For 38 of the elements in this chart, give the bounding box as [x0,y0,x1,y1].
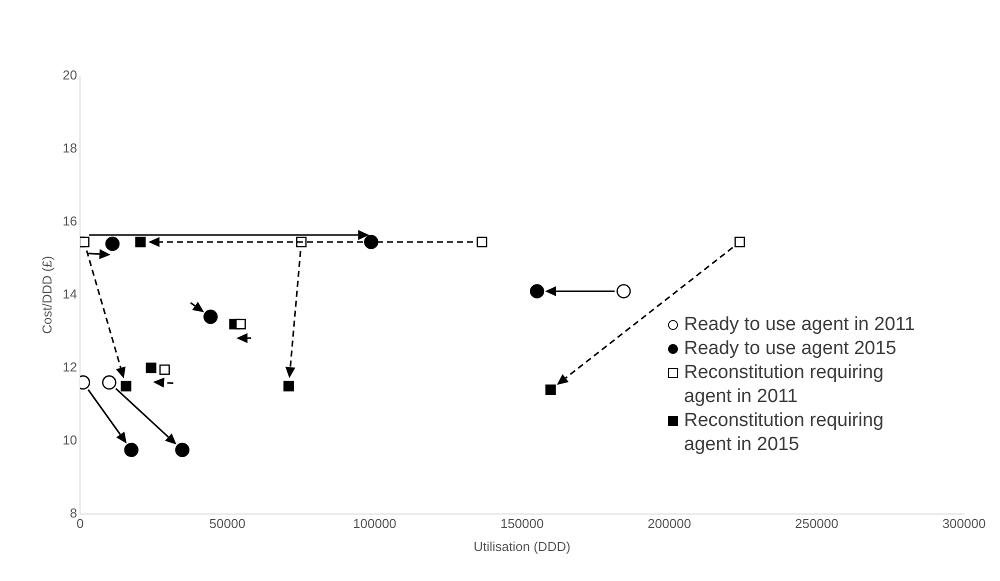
point [203,310,218,324]
point [146,362,156,374]
point [283,380,294,392]
x-tick-label: 250000 [794,516,838,532]
point [476,236,488,248]
point [124,442,138,458]
x-tick-label: 0 [76,516,84,532]
point [80,236,90,248]
point [545,384,556,396]
point [102,375,116,390]
legend-label: Reconstitution requiring agent in 2011 [684,361,885,409]
x-tick-label: 200000 [648,516,692,532]
legend-label: Ready to use agent in 2011 [684,313,915,337]
y-tick-label: 8 [70,505,78,520]
y-axis-title: Cost/DDD (£) [39,256,54,334]
point [120,380,132,392]
y-tick-label: 12 [62,359,78,374]
x-tick-label: 100000 [353,516,396,532]
point [734,236,746,248]
y-tick-label: 10 [62,432,78,448]
y-tick-label: 18 [62,140,78,156]
point [616,284,631,298]
point [364,234,378,250]
y-tick-label: 14 [62,286,78,302]
legend-label: Reconstitution requiring agent in 2015 [684,409,885,457]
y-tick-label: 20 [62,68,78,83]
x-axis-title: Utilisation (DDD) [474,538,570,554]
point [105,236,120,251]
x-tick-label: 50000 [209,516,246,532]
y-tick-label: 16 [62,214,78,229]
point [530,284,544,298]
point [159,364,170,375]
x-tick-label: 150000 [500,516,544,532]
point [135,236,146,248]
point [235,318,246,330]
point [175,442,190,458]
legend-label: Ready to use agent 2015 [684,337,896,361]
x-tick-label: 300000 [942,516,986,532]
